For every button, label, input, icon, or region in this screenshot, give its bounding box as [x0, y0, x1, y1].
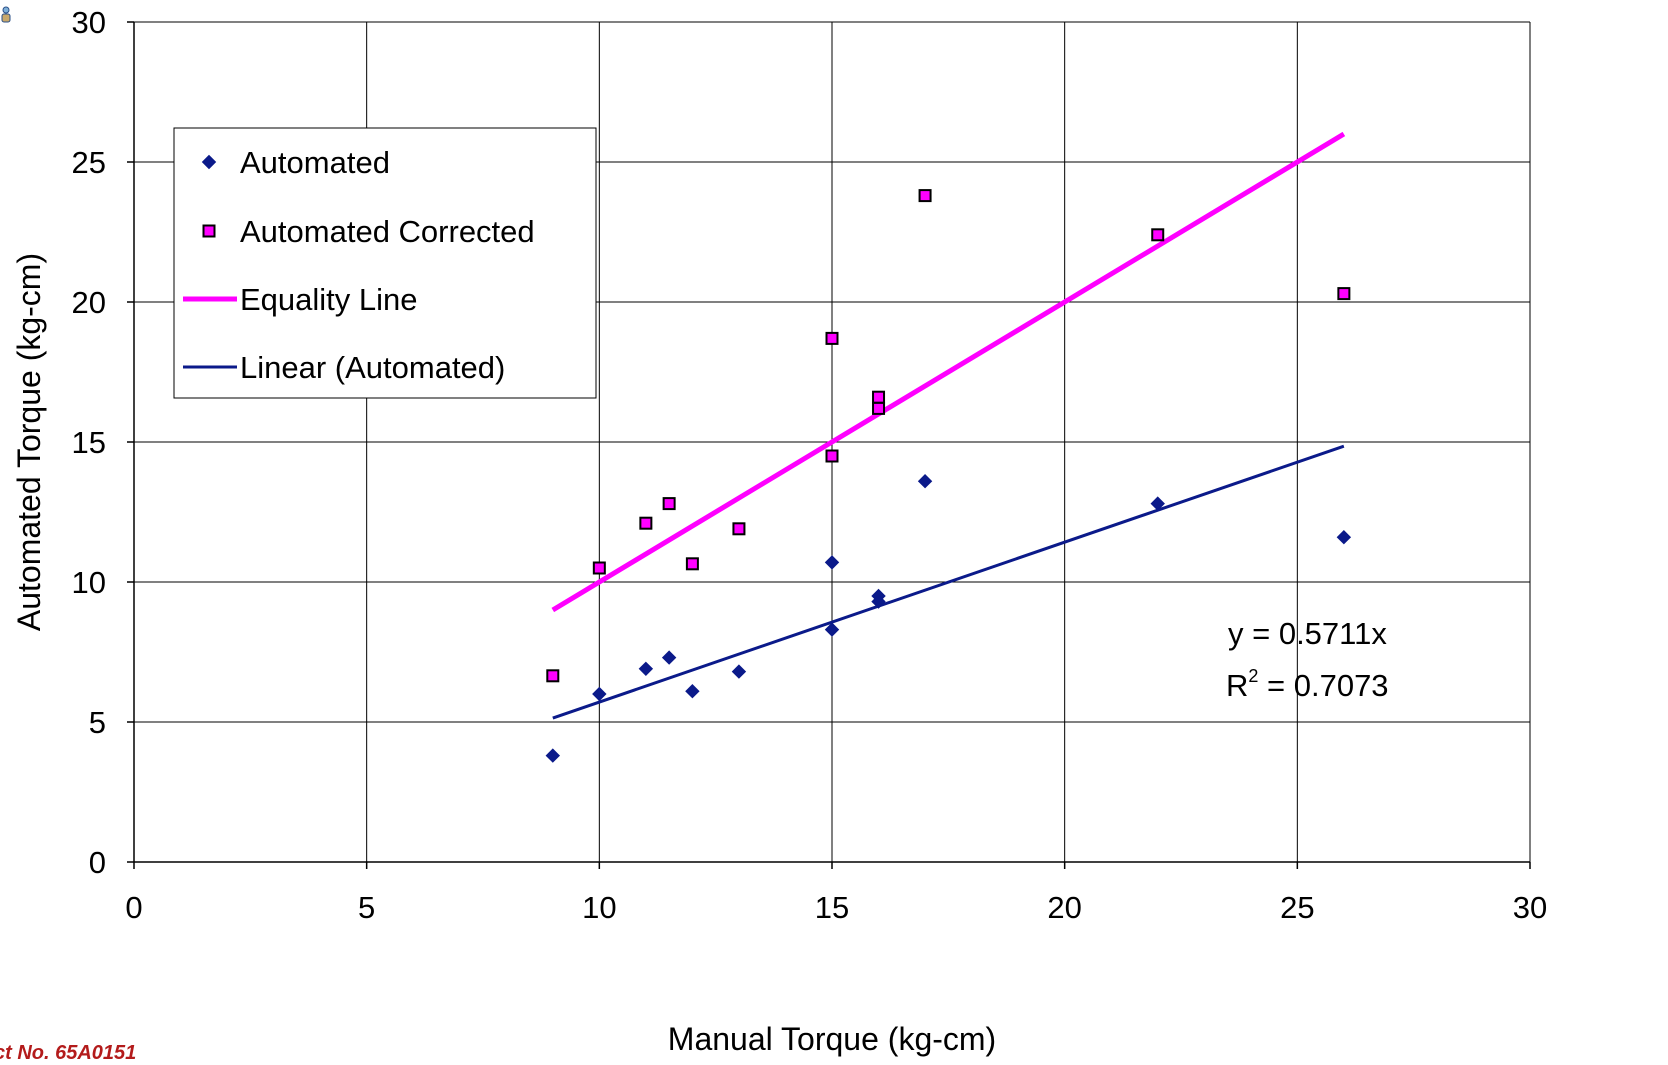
automated-corrected-point	[872, 390, 886, 404]
automated-point	[1150, 496, 1165, 511]
automated-corrected-point	[1151, 228, 1165, 242]
linear-trendline	[552, 444, 1345, 720]
y-tick-label: 20	[72, 285, 106, 320]
series-lines	[551, 131, 1346, 720]
automated-point	[638, 661, 654, 677]
automated-point	[661, 650, 677, 665]
x-tick-label: 5	[358, 890, 375, 925]
y-tick-label: 25	[72, 145, 106, 180]
small-person-icon	[0, 6, 12, 24]
automated-corrected-point	[872, 401, 886, 415]
automated-corrected-point	[592, 561, 606, 575]
y-tick-label: 30	[72, 5, 106, 40]
x-axis-title: Manual Torque (kg-cm)	[668, 1021, 996, 1057]
automated-corrected-point	[685, 557, 699, 571]
automated-corrected-point	[825, 331, 839, 345]
automated-point	[731, 664, 747, 679]
automated-corrected-point	[825, 449, 839, 463]
y-tick-label: 0	[89, 845, 106, 880]
legend-label: Linear (Automated)	[240, 350, 505, 385]
legend-label: Automated Corrected	[240, 214, 535, 249]
automated-corrected-point	[546, 669, 560, 683]
x-tick-label: 10	[582, 890, 616, 925]
y-tick-label: 15	[72, 425, 106, 460]
regression-annotation: y = 0.5711x R2 = 0.7073	[1226, 616, 1389, 703]
automated-point	[824, 622, 840, 637]
automated-point	[545, 748, 561, 763]
footer-project-number: ct No. 65A0151	[0, 1042, 137, 1064]
tick-labels: 0 5 10 15 20 25 30 0 5 10 15 20 25 30	[72, 5, 1548, 925]
automated-corrected-point	[662, 497, 676, 511]
legend-label: Automated	[240, 145, 390, 180]
x-tick-label: 20	[1047, 890, 1081, 925]
automated-corrected-point	[732, 522, 746, 536]
y-tick-label: 10	[72, 565, 106, 600]
automated-point	[871, 594, 886, 609]
r-squared-prefix: R	[1226, 668, 1248, 703]
automated-point	[685, 683, 700, 699]
r-squared-label: R2 = 0.7073	[1226, 666, 1389, 703]
legend-label: Equality Line	[240, 282, 418, 317]
automated-point	[592, 686, 607, 702]
x-tick-label: 15	[815, 890, 849, 925]
r-squared-value: = 0.7073	[1258, 668, 1388, 703]
automated-point	[1336, 529, 1352, 545]
series-markers	[545, 189, 1352, 763]
equality-line	[551, 131, 1346, 613]
automated-point	[824, 555, 840, 570]
automated-corrected-point	[639, 516, 653, 530]
regression-equation: y = 0.5711x	[1228, 616, 1387, 651]
legend: Automated Automated Corrected Equality Lin…	[173, 127, 597, 399]
automated-point	[917, 473, 933, 489]
x-tick-label: 25	[1280, 890, 1314, 925]
automated-corrected-point	[1337, 287, 1351, 301]
legend-box	[173, 127, 597, 399]
y-axis-title: Automated Torque (kg-cm)	[11, 253, 47, 631]
x-tick-label: 0	[125, 890, 142, 925]
r-squared-superscript: 2	[1248, 666, 1258, 686]
axes	[127, 21, 1531, 869]
automated-corrected-point	[918, 189, 932, 203]
y-tick-label: 5	[89, 705, 106, 740]
x-tick-label: 30	[1513, 890, 1547, 925]
legend-automated-swatch	[201, 154, 217, 170]
legend-automated-corrected-swatch	[202, 224, 216, 238]
